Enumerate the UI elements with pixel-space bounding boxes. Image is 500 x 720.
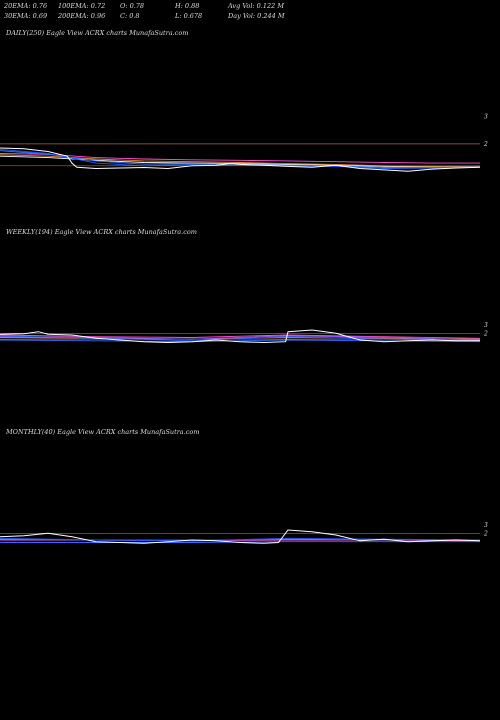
daily-chart: 32 xyxy=(0,113,488,172)
weekly-ema20-line xyxy=(0,335,481,342)
weekly-ema30-line xyxy=(0,335,481,341)
header-ema20: 20EMA: 0.76 xyxy=(4,2,48,10)
monthly-chart: 32 xyxy=(0,522,488,544)
daily-ema200-line xyxy=(0,154,480,167)
header-ema200: 200EMA: 0.96 xyxy=(58,12,106,20)
daily-ema20-line xyxy=(0,148,481,169)
header-ema30: 30EMA: 0.69 xyxy=(4,12,48,20)
monthly-y-tick-2: 2 xyxy=(483,530,488,537)
weekly-chart: 32 xyxy=(0,322,488,344)
daily-y-tick-2: 2 xyxy=(483,141,488,148)
daily-ma-line xyxy=(0,155,480,168)
daily-panel-label: DAILY(250) Eagle View ACRX charts Munafa… xyxy=(6,29,189,37)
header-open: O: 0.78 xyxy=(120,2,145,10)
header-dayvol: Day Vol: 0.244 M xyxy=(228,12,285,20)
daily-y-tick-3: 3 xyxy=(484,113,488,120)
header-close: C: 0.8 xyxy=(120,12,140,20)
daily-price-line xyxy=(0,147,481,172)
header-ema100: 100EMA: 0.72 xyxy=(58,2,106,10)
weekly-panel-label: WEEKLY(194) Eagle View ACRX charts Munaf… xyxy=(6,228,197,236)
monthly-panel-label: MONTHLY(40) Eagle View ACRX charts Munaf… xyxy=(6,428,200,436)
header-avgvol: Avg Vol: 0.122 M xyxy=(228,2,285,10)
monthly-price-line xyxy=(0,529,481,544)
weekly-y-tick-3: 3 xyxy=(484,322,488,329)
daily-ema100-line xyxy=(0,153,480,164)
monthly-ema20-line xyxy=(0,537,481,542)
monthly-y-tick-3: 3 xyxy=(484,522,488,529)
header-low: L: 0.678 xyxy=(175,12,203,20)
header-high: H: 0.88 xyxy=(175,2,200,10)
weekly-y-tick-2: 2 xyxy=(483,330,488,337)
weekly-price-line xyxy=(0,329,480,344)
